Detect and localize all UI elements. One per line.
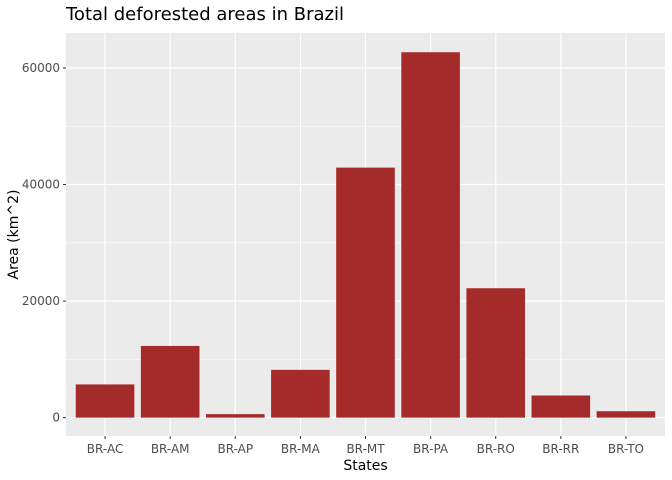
x-tick-label: BR-RO (477, 442, 515, 456)
x-tick-label: BR-AM (151, 442, 190, 456)
bar-br-ap (205, 414, 265, 418)
x-axis-title: States (343, 458, 387, 474)
bar-br-rr (531, 395, 591, 418)
bar-br-am (140, 345, 200, 418)
y-tick-label: 60000 (22, 61, 60, 75)
x-tick-label: BR-AP (217, 442, 253, 456)
bar-br-ro (466, 288, 526, 418)
bar-br-to (596, 411, 656, 418)
bar-br-pa (401, 52, 460, 418)
x-tick-label: BR-TO (608, 442, 644, 456)
grid-layer (66, 33, 665, 436)
y-axis-title: Area (km^2) (6, 190, 22, 280)
y-tick-label: 0 (52, 411, 60, 425)
bar-br-mt (336, 167, 395, 418)
x-tick-label: BR-RR (542, 442, 579, 456)
y-tick-label: 20000 (22, 294, 60, 308)
bar-layer (75, 52, 656, 418)
tick-layer: 0 20000 40000 60000 BR-AC BR-AM BR-AP BR-MA BR-M… (22, 61, 644, 456)
bar-br-ma (271, 369, 330, 418)
x-tick-label: BR-PA (413, 442, 449, 456)
bar-br-ac (75, 384, 135, 418)
x-tick-label: BR-AC (87, 442, 124, 456)
y-tick-label: 40000 (22, 178, 60, 192)
chart-title: Total deforested areas in Brazil (65, 4, 344, 25)
x-tick-label: BR-MT (346, 442, 385, 456)
x-tick-label: BR-MA (281, 442, 321, 456)
